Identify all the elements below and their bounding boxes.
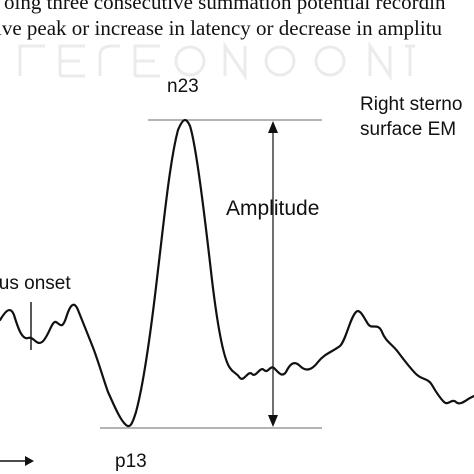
amplitude-label: Amplitude <box>226 197 320 220</box>
amplitude-guides <box>100 119 322 429</box>
peak-label-p13: p13 <box>115 451 147 472</box>
time-arrow-head <box>25 456 34 466</box>
caption-line-1: oing three consecutive summation potenti… <box>4 0 446 14</box>
recording-site-label-line-2: surface EM <box>360 119 457 140</box>
waveform-trace <box>0 119 474 428</box>
peak-label-n23: n23 <box>167 76 199 97</box>
stimulus-onset-label: ulus onset <box>0 273 71 294</box>
caption-line-2: ive peak or increase in latency or decre… <box>0 16 443 40</box>
watermark-logo <box>18 41 415 81</box>
recording-site-label-line-1: Right sterno <box>360 94 463 115</box>
amplitude-arrow-up-head <box>268 121 278 133</box>
amplitude-arrow-down-head <box>268 415 278 427</box>
time-arrow <box>0 456 34 466</box>
